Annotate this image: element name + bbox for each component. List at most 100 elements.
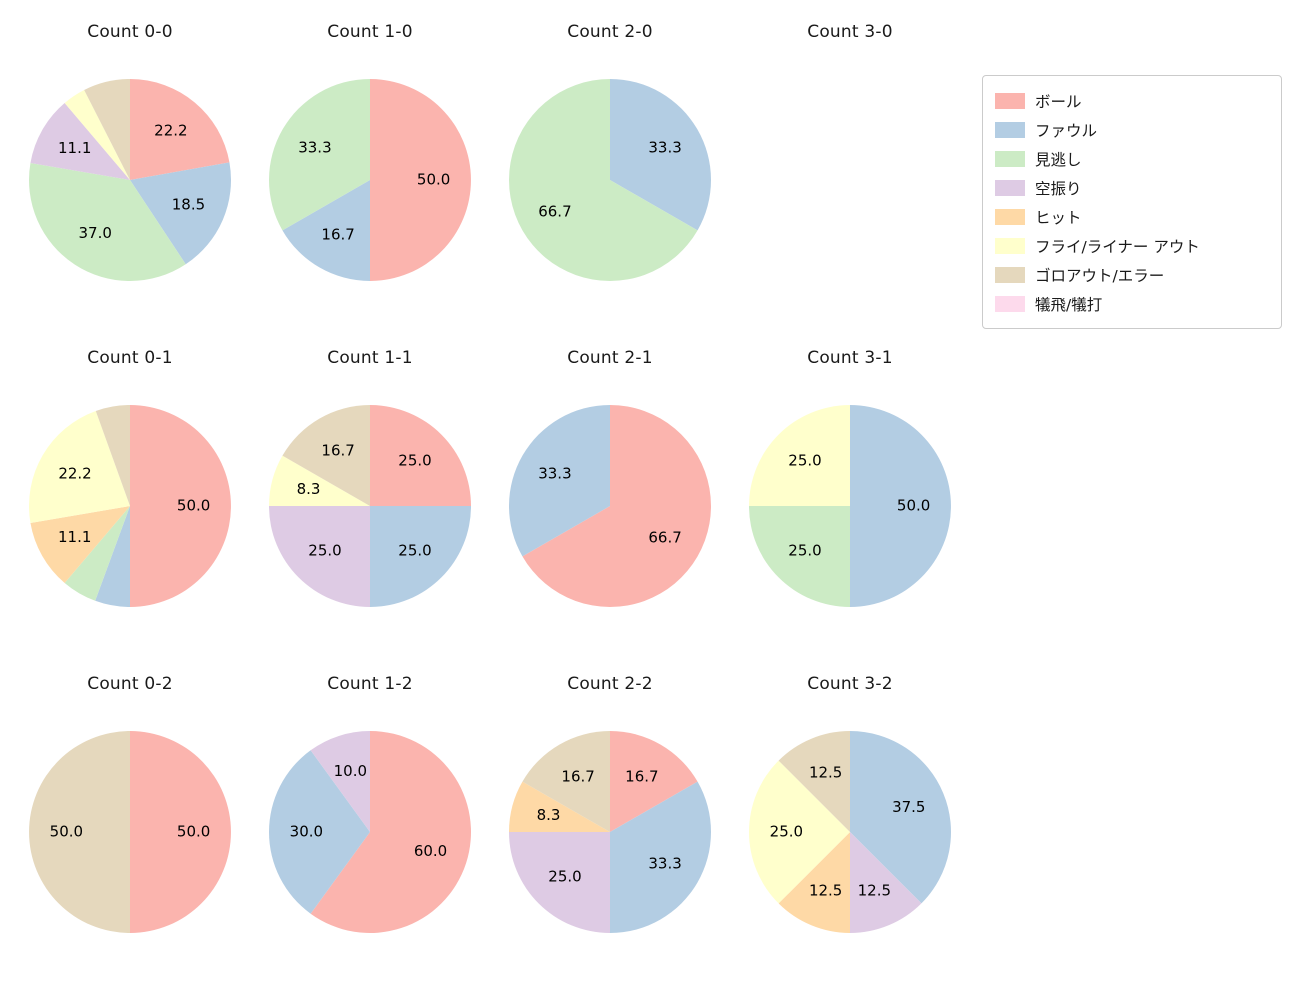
pie-slice [310, 731, 471, 933]
pie-svg: 33.3 66.7 [509, 79, 711, 281]
pie-slice [30, 506, 130, 584]
legend-swatch [995, 179, 1025, 196]
pie-slice [509, 832, 610, 933]
legend: ボール ファウル 見逃し 空振り ヒット フライ/ライナー アウト ゴロアウト/エラー 犠飛/… [982, 75, 1282, 329]
slice-value-label: 25.0 [788, 452, 821, 470]
pie-count-1-0: 50.0 16.7 33.3 [262, 72, 478, 288]
pie-slice [130, 405, 231, 607]
pie-svg: 60.0 30.0 10.0 [269, 731, 471, 933]
pie-slice [29, 162, 186, 281]
chart-cell-count-0-1: Count 0-1 50.0 11.1 22.2 [10, 336, 250, 662]
legend-swatch [995, 121, 1025, 138]
pie-slice [370, 79, 471, 281]
pie-slice [29, 410, 130, 524]
legend-item: 空振り [995, 173, 1269, 202]
legend-label: 犠飛/犠打 [1035, 295, 1103, 314]
slice-value-label: 25.0 [398, 541, 431, 559]
pie-count-2-0: 33.3 66.7 [502, 72, 718, 288]
chart-cell-count-0-2: Count 0-2 50.0 50.0 [10, 662, 250, 988]
pie-svg: 50.0 25.0 25.0 [749, 405, 951, 607]
pie-svg: 37.5 12.5 12.5 25.0 12.5 [749, 731, 951, 933]
pie-slice [522, 731, 610, 832]
pie-slice [64, 90, 130, 180]
pie-slice [269, 750, 370, 914]
legend-swatch [995, 150, 1025, 167]
pie-count-1-2: 60.0 30.0 10.0 [262, 724, 478, 940]
slice-value-label: 50.0 [897, 497, 930, 515]
pie-slice [30, 102, 130, 180]
legend-item: ファウル [995, 115, 1269, 144]
pie-slice [778, 731, 850, 832]
legend-label: ゴロアウト/エラー [1035, 266, 1165, 285]
chart-cell-count-2-0: Count 2-0 33.3 66.7 [490, 10, 730, 336]
pie-slice [84, 79, 130, 180]
slice-value-label: 11.1 [58, 139, 91, 157]
chart-title-count-2-1: Count 2-1 [567, 348, 653, 368]
pie-count-0-1: 50.0 11.1 22.2 [22, 398, 238, 614]
slice-value-label: 25.0 [398, 452, 431, 470]
chart-title-count-0-1: Count 0-1 [87, 348, 173, 368]
pie-slice [610, 79, 711, 231]
pie-count-3-0 [742, 72, 958, 288]
pie-slice [370, 506, 471, 607]
slice-value-label: 11.1 [58, 528, 91, 546]
pie-slice [282, 180, 370, 281]
chart-title-count-3-0: Count 3-0 [807, 22, 893, 42]
pie-svg: 50.0 11.1 22.2 [29, 405, 231, 607]
chart-cell-count-2-1: Count 2-1 66.7 33.3 [490, 336, 730, 662]
pie-svg: 66.7 33.3 [509, 405, 711, 607]
slice-value-label: 22.2 [58, 464, 91, 482]
pie-slice [509, 79, 698, 281]
slice-value-label: 12.5 [858, 881, 891, 899]
pie-slice [95, 506, 130, 607]
slice-value-label: 50.0 [177, 823, 210, 841]
chart-cell-count-3-0: Count 3-0 [730, 10, 970, 336]
slice-value-label: 16.7 [321, 441, 354, 459]
chart-cell-count-1-0: Count 1-0 50.0 16.7 33.3 [250, 10, 490, 336]
slice-value-label: 16.7 [561, 767, 594, 785]
pie-slice [269, 506, 370, 607]
legend-swatch [995, 295, 1025, 312]
pie-slice [269, 455, 370, 506]
legend-item: 見逃し [995, 144, 1269, 173]
slice-value-label: 66.7 [648, 528, 681, 546]
pie-slice [610, 781, 711, 933]
chart-cell-count-2-2: Count 2-2 16.7 33.3 25.0 8.3 16.7 [490, 662, 730, 988]
chart-cell-count-1-1: Count 1-1 25.0 25.0 25.0 8.3 16.7 [250, 336, 490, 662]
pie-slice [778, 832, 850, 933]
legend-swatch [995, 92, 1025, 109]
slice-value-label: 33.3 [538, 465, 571, 483]
slice-value-label: 25.0 [788, 541, 821, 559]
pie-slice [522, 405, 711, 607]
pie-slice [130, 79, 230, 180]
slice-value-label: 10.0 [334, 762, 367, 780]
slice-value-label: 18.5 [172, 196, 205, 214]
pie-slice [95, 405, 130, 506]
slice-value-label: 22.2 [154, 122, 187, 140]
pie-count-2-1: 66.7 33.3 [502, 398, 718, 614]
slice-value-label: 33.3 [298, 139, 331, 157]
pie-slice [269, 79, 370, 231]
chart-cell-count-3-2: Count 3-2 37.5 12.5 12.5 25.0 12.5 [730, 662, 970, 988]
slice-value-label: 37.5 [892, 798, 925, 816]
pie-slice [29, 731, 130, 933]
legend-label: ボール [1035, 92, 1082, 111]
pie-svg: 50.0 50.0 [29, 731, 231, 933]
slice-value-label: 50.0 [417, 171, 450, 189]
slice-value-label: 8.3 [297, 480, 321, 498]
pie-count-0-0: 22.2 18.5 37.0 11.1 [22, 72, 238, 288]
legend-swatch [995, 237, 1025, 254]
slice-value-label: 25.0 [308, 541, 341, 559]
pie-count-3-2: 37.5 12.5 12.5 25.0 12.5 [742, 724, 958, 940]
pie-slice [282, 405, 370, 506]
chart-cell-count-3-1: Count 3-1 50.0 25.0 25.0 [730, 336, 970, 662]
legend-label: ファウル [1035, 121, 1098, 140]
slice-value-label: 50.0 [50, 823, 83, 841]
slice-value-label: 37.0 [79, 224, 112, 242]
pie-slice [850, 832, 922, 933]
slice-value-label: 12.5 [809, 764, 842, 782]
chart-title-count-0-0: Count 0-0 [87, 22, 173, 42]
legend-label: ヒット [1035, 208, 1082, 227]
slice-value-label: 16.7 [321, 226, 354, 244]
